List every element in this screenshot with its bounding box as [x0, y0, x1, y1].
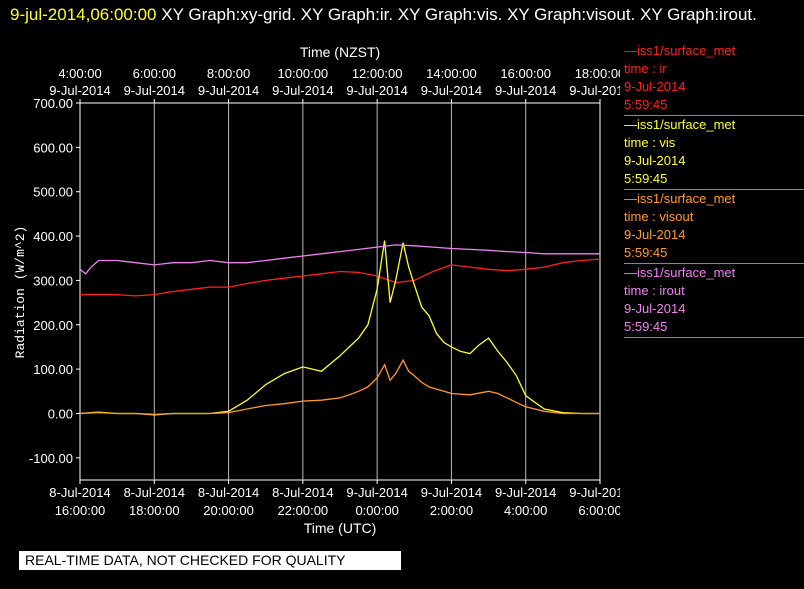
x2-tick-date: 9-Jul-2014 [495, 83, 556, 98]
graph-header: 9-jul-2014,06:00:00 XY Graph:xy-grid. XY… [10, 3, 790, 27]
x2-tick-time: 8:00:00 [207, 66, 250, 81]
series-line-visout [79, 358, 600, 416]
header-graph-list: XY Graph:xy-grid. XY Graph:ir. XY Graph:… [161, 5, 757, 24]
x2-tick-date: 9-Jul-2014 [346, 83, 407, 98]
x-tick-date: 9-Jul-2014 [495, 485, 556, 500]
legend-date: 9-Jul-2014 [624, 153, 686, 168]
legend-time: 5:59:45 [624, 319, 668, 334]
legend-line: —iss1/surface_met [624, 43, 736, 58]
legend-time: 5:59:45 [624, 171, 668, 186]
grid-lines [153, 103, 527, 480]
legend-time: 5:59:45 [624, 245, 668, 260]
x-tick-time: 20:00:00 [203, 503, 254, 518]
x-tick-time: 0:00:00 [355, 503, 398, 518]
x-tick-date: 8-Jul-2014 [124, 485, 185, 500]
y-tick-label: 0.00 [48, 406, 73, 421]
x2-tick-date: 9-Jul-2014 [124, 83, 185, 98]
legend-line: —iss1/surface_met [624, 191, 736, 206]
x-tick-time: 2:00:00 [430, 503, 473, 518]
plot-frame [79, 102, 601, 481]
y-axis-ticks: -100.00 0.00 100.00 200.00 300.00 400.00 500.0… [29, 96, 80, 466]
x-tick-date: 8-Jul-2014 [49, 485, 110, 500]
series-line-ir [80, 258, 601, 297]
x2-tick-time: 4:00:00 [58, 66, 101, 81]
x2-tick-time: 14:00:00 [426, 66, 477, 81]
legend-time: 5:59:45 [624, 97, 668, 112]
x-tick-date: 8-Jul-2014 [272, 485, 333, 500]
y-tick-label: 300.00 [33, 273, 73, 288]
legend-date: 9-Jul-2014 [624, 227, 686, 242]
x2-tick-date: 9-Jul-2014 [272, 83, 333, 98]
x2-tick-time: 12:00:00 [352, 66, 403, 81]
legend-field: time : vis [624, 135, 676, 150]
x2-tick-time: 18:00:00 [575, 66, 620, 81]
x-tick-date: 9-Jul-2014 [346, 485, 407, 500]
legend-date: 9-Jul-2014 [624, 301, 686, 316]
legend-line: —iss1/surface_met [624, 117, 736, 132]
radiation-chart: -100.00 0.00 100.00 200.00 300.00 400.00 500.0… [13, 44, 620, 536]
x2-tick-date: 9-Jul-2014 [421, 83, 482, 98]
y-tick-label: 400.00 [33, 229, 73, 244]
y-tick-label: -100.00 [29, 451, 73, 466]
x-tick-date: 9-Jul-2014 [421, 485, 482, 500]
y-tick-label: 100.00 [33, 362, 73, 377]
x2-tick-date: 9-Jul-2014 [49, 83, 110, 98]
x2-tick-date: 9-Jul-2014 [569, 83, 620, 98]
series-line-irout [79, 244, 600, 275]
y-tick-label: 200.00 [33, 318, 73, 333]
x2-axis-label: Time (NZST) [300, 44, 380, 60]
header-datetime: 9-jul-2014,06:00:00 [10, 5, 157, 24]
x2-tick-time: 10:00:00 [278, 66, 329, 81]
legend: —iss1/surface_met time : ir 9-Jul-2014 5:59… [624, 42, 804, 338]
x2-tick-date: 9-Jul-2014 [198, 83, 259, 98]
legend-date: 9-Jul-2014 [624, 79, 686, 94]
legend-field: time : ir [624, 61, 667, 76]
x-axis-label: Time (UTC) [304, 520, 377, 536]
x-axis-bottom-ticks: 8-Jul-2014 16:00:00 8-Jul-2014 18:00:00 8-Ju… [49, 480, 620, 518]
y-tick-label: 600.00 [33, 140, 73, 155]
y-axis-label: Radiation (W/m^2) [13, 226, 28, 359]
legend-field: time : irout [624, 283, 685, 298]
y-tick-label: 700.00 [33, 96, 73, 111]
x-tick-time: 22:00:00 [278, 503, 329, 518]
x-tick-time: 4:00:00 [504, 503, 547, 518]
x-tick-time: 6:00:00 [578, 503, 620, 518]
quality-disclaimer: REAL-TIME DATA, NOT CHECKED FOR QUALITY [19, 551, 401, 570]
series-lines [79, 240, 601, 416]
x-tick-time: 16:00:00 [55, 503, 106, 518]
legend-field: time : visout [624, 209, 694, 224]
legend-line: —iss1/surface_met [624, 265, 736, 280]
x-tick-time: 18:00:00 [129, 503, 180, 518]
x-tick-date: 9-Jul-2014 [569, 485, 620, 500]
x2-tick-time: 6:00:00 [133, 66, 176, 81]
x-tick-date: 8-Jul-2014 [198, 485, 259, 500]
y-tick-label: 500.00 [33, 185, 73, 200]
x2-tick-time: 16:00:00 [500, 66, 551, 81]
x-axis-top-ticks: 4:00:00 9-Jul-2014 6:00:00 9-Jul-2014 8:00:0… [49, 66, 620, 103]
